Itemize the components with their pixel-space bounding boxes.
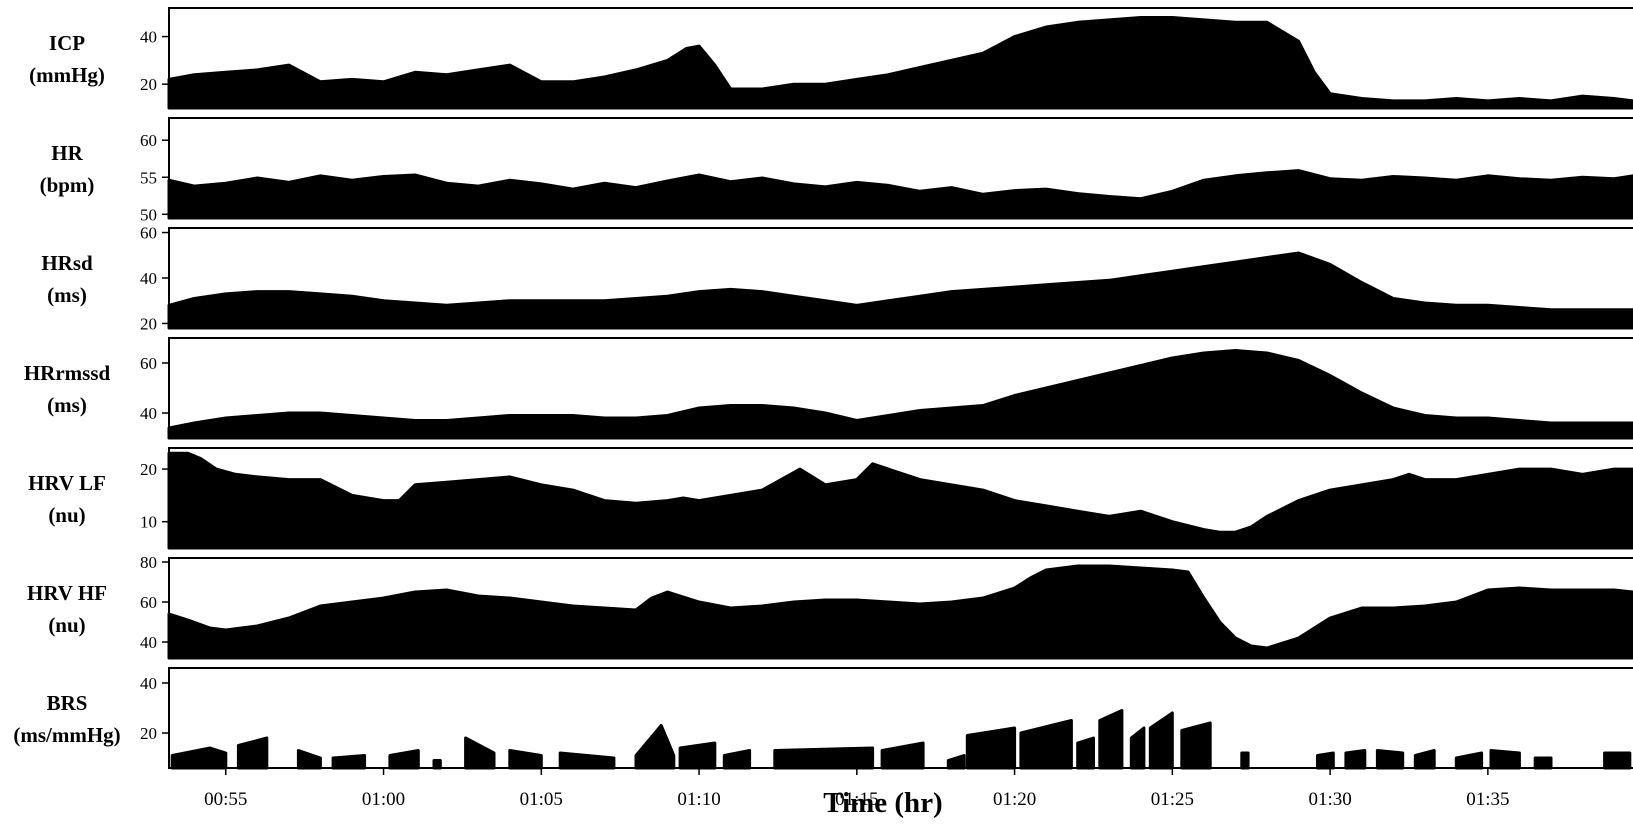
series-area (167, 169, 1633, 220)
x-tick-label: 01:20 (993, 789, 1036, 810)
y-tick-label: 50 (140, 205, 157, 224)
panel-7: 20 40 BRS (ms/mmHg) (13, 667, 1633, 770)
series-area (1413, 749, 1436, 770)
panel-4: 40 60 HRrmssd (ms) (24, 337, 1633, 440)
y-tick-label: 20 (140, 75, 157, 94)
series-area (167, 451, 1633, 550)
panel-3: 20 40 60 HRsd (ms) (41, 224, 1633, 333)
panel-6: 40 60 80 HRV HF (nu) (27, 553, 1633, 660)
panel-label: HR (51, 141, 83, 165)
series-area (1344, 749, 1367, 770)
x-tick-label: 01:00 (362, 789, 405, 810)
time-axis: 00:55 01:00 01:05 01:10 01:15 01:20 01:25 01:30… (204, 768, 1510, 810)
series-area (1316, 751, 1335, 770)
series-area (880, 741, 925, 770)
y-tick-label: 20 (140, 460, 157, 479)
x-tick-label: 01:30 (1308, 789, 1351, 810)
series-area (1019, 719, 1073, 770)
series-area (508, 749, 543, 770)
y-tick-label: 10 (140, 513, 157, 532)
series-area (1454, 751, 1484, 770)
x-axis-title: Time (hr) (823, 787, 942, 819)
series-area (296, 749, 322, 770)
series-area (167, 251, 1633, 330)
y-tick-label: 40 (140, 269, 157, 288)
panel-1: 20 40 ICP (mmHg) (29, 7, 1633, 110)
panel-label: (nu) (48, 503, 85, 527)
series-area (1148, 711, 1174, 770)
series-area (1375, 749, 1405, 770)
series-area (167, 16, 1633, 110)
series-area (678, 741, 717, 770)
series-area (1076, 736, 1095, 770)
panel-label: (bpm) (40, 173, 95, 197)
y-tick-label: 20 (140, 314, 157, 333)
panel-5: 10 20 HRV LF (nu) (28, 447, 1633, 550)
series-area (170, 746, 228, 770)
panel-label: (ms) (47, 283, 87, 307)
panel-label: ICP (49, 31, 85, 55)
series-area (1240, 751, 1250, 770)
y-tick-label: 40 (140, 633, 157, 652)
chart-panels: 20 40 ICP (mmHg) 50 55 60 HR (bpm) 20 40 60 HRsd (ms)… (13, 7, 1633, 770)
series-area (432, 759, 442, 770)
panel-2: 50 55 60 HR (bpm) (40, 117, 1633, 224)
series-area (1489, 749, 1521, 770)
panel-label: (mmHg) (29, 63, 105, 87)
series-area (722, 749, 752, 770)
series-area (1129, 726, 1146, 770)
panel-label: (ms/mmHg) (13, 723, 120, 747)
series-area (1603, 751, 1632, 770)
x-tick-label: 01:15 (835, 789, 878, 810)
series-area (965, 726, 1017, 770)
panel-label: HRV HF (27, 581, 107, 605)
series-area (464, 736, 496, 770)
panel-label: (nu) (48, 613, 85, 637)
y-tick-label: 60 (140, 354, 157, 373)
x-tick-label: 01:05 (520, 789, 563, 810)
panel-label: (ms) (47, 393, 87, 417)
panel-label: BRS (47, 691, 88, 715)
series-area (946, 754, 966, 770)
series-area (634, 724, 676, 770)
series-area (167, 349, 1633, 440)
y-tick-label: 80 (140, 553, 157, 572)
x-tick-label: 01:10 (677, 789, 720, 810)
series-area (388, 749, 420, 770)
series-area (236, 736, 269, 770)
series-area (1533, 756, 1553, 770)
series-area (1180, 721, 1212, 770)
x-tick-label: 01:25 (1151, 789, 1194, 810)
series-area (1098, 709, 1124, 770)
y-tick-label: 40 (140, 674, 157, 693)
series-area (331, 754, 367, 770)
y-tick-label: 60 (140, 131, 157, 150)
panel-label: HRV LF (28, 471, 106, 495)
series-area (773, 746, 875, 770)
y-tick-label: 40 (140, 404, 157, 423)
y-tick-label: 40 (140, 28, 157, 47)
panel-label: HRsd (41, 251, 93, 275)
panel-label: HRrmssd (24, 361, 111, 385)
y-tick-label: 60 (140, 224, 157, 243)
series-area (167, 564, 1633, 660)
y-tick-label: 60 (140, 593, 157, 612)
y-tick-label: 55 (140, 168, 157, 187)
x-tick-label: 00:55 (204, 789, 247, 810)
x-tick-label: 01:35 (1466, 789, 1509, 810)
series-area (558, 751, 616, 770)
y-tick-label: 20 (140, 724, 157, 743)
